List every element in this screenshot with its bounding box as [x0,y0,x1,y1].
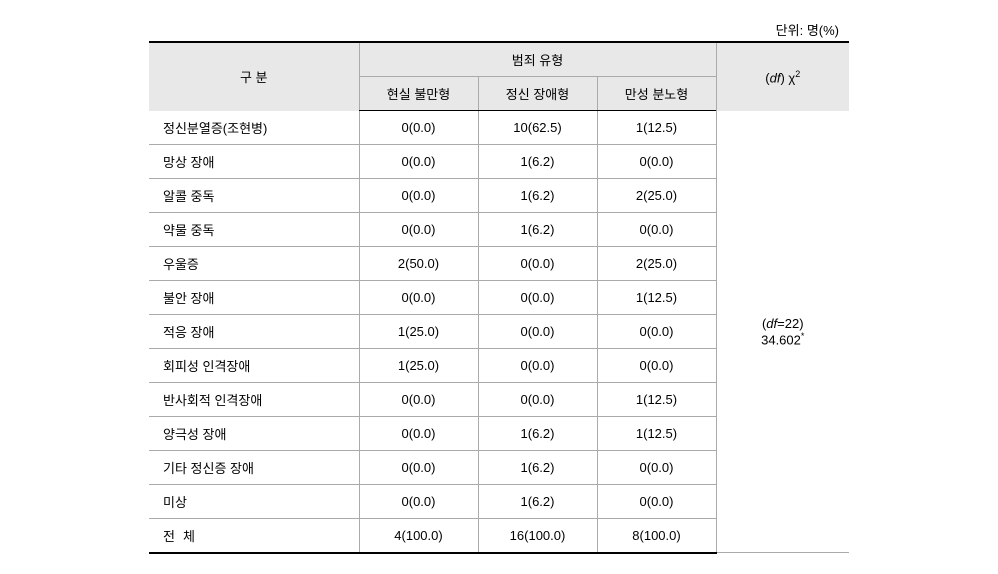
row-label: 반사회적 인격장애 [149,382,359,416]
cell-value: 0(0.0) [478,246,597,280]
cell-value: 0(0.0) [478,280,597,314]
cell-value: 0(0.0) [359,382,478,416]
cell-value: 2(50.0) [359,246,478,280]
chi-square-value: (df=22)34.602* [716,111,849,553]
cell-value: 1(6.2) [478,212,597,246]
row-label: 우울증 [149,246,359,280]
cell-value: 2(25.0) [597,246,716,280]
total-cell-value: 16(100.0) [478,518,597,553]
header-chi-square: (df) χ2 [716,42,849,111]
table-header-row-1: 구 분 범죄 유형 (df) χ2 [149,42,849,77]
subheader-0: 현실 불만형 [359,77,478,111]
subheader-1: 정신 장애형 [478,77,597,111]
cell-value: 0(0.0) [359,212,478,246]
row-label: 양극성 장애 [149,416,359,450]
cell-value: 0(0.0) [597,144,716,178]
cell-value: 1(6.2) [478,416,597,450]
cell-value: 1(6.2) [478,450,597,484]
cell-value: 0(0.0) [359,178,478,212]
cell-value: 1(12.5) [597,382,716,416]
cell-value: 1(25.0) [359,314,478,348]
cell-value: 0(0.0) [597,348,716,382]
cell-value: 0(0.0) [478,382,597,416]
cell-value: 0(0.0) [359,280,478,314]
cell-value: 1(6.2) [478,144,597,178]
cell-value: 10(62.5) [478,111,597,145]
header-crime-type: 범죄 유형 [359,42,716,77]
table-row: 정신분열증(조현병)0(0.0)10(62.5)1(12.5)(df=22)34… [149,111,849,145]
cell-value: 1(12.5) [597,416,716,450]
subheader-2: 만성 분노형 [597,77,716,111]
cell-value: 0(0.0) [359,111,478,145]
cell-value: 1(6.2) [478,484,597,518]
cell-value: 1(6.2) [478,178,597,212]
row-label: 회피성 인격장애 [149,348,359,382]
cell-value: 0(0.0) [359,144,478,178]
total-cell-value: 4(100.0) [359,518,478,553]
row-label: 적응 장애 [149,314,359,348]
row-label: 정신분열증(조현병) [149,111,359,145]
cell-value: 0(0.0) [478,314,597,348]
header-category: 구 분 [149,42,359,111]
cell-value: 0(0.0) [359,450,478,484]
cell-value: 0(0.0) [359,484,478,518]
cell-value: 0(0.0) [597,450,716,484]
cell-value: 0(0.0) [478,348,597,382]
row-label: 기타 정신증 장애 [149,450,359,484]
cell-value: 0(0.0) [359,416,478,450]
cell-value: 1(25.0) [359,348,478,382]
statistics-table: 구 분 범죄 유형 (df) χ2 현실 불만형 정신 장애형 만성 분노형 정… [149,41,849,554]
row-label: 불안 장애 [149,280,359,314]
total-label: 전체 [149,518,359,553]
row-label: 미상 [149,484,359,518]
total-cell-value: 8(100.0) [597,518,716,553]
cell-value: 0(0.0) [597,314,716,348]
cell-value: 1(12.5) [597,111,716,145]
cell-value: 1(12.5) [597,280,716,314]
row-label: 알콜 중독 [149,178,359,212]
cell-value: 0(0.0) [597,212,716,246]
row-label: 망상 장애 [149,144,359,178]
cell-value: 2(25.0) [597,178,716,212]
cell-value: 0(0.0) [597,484,716,518]
row-label: 약물 중독 [149,212,359,246]
unit-label: 단위: 명(%) [149,20,849,39]
